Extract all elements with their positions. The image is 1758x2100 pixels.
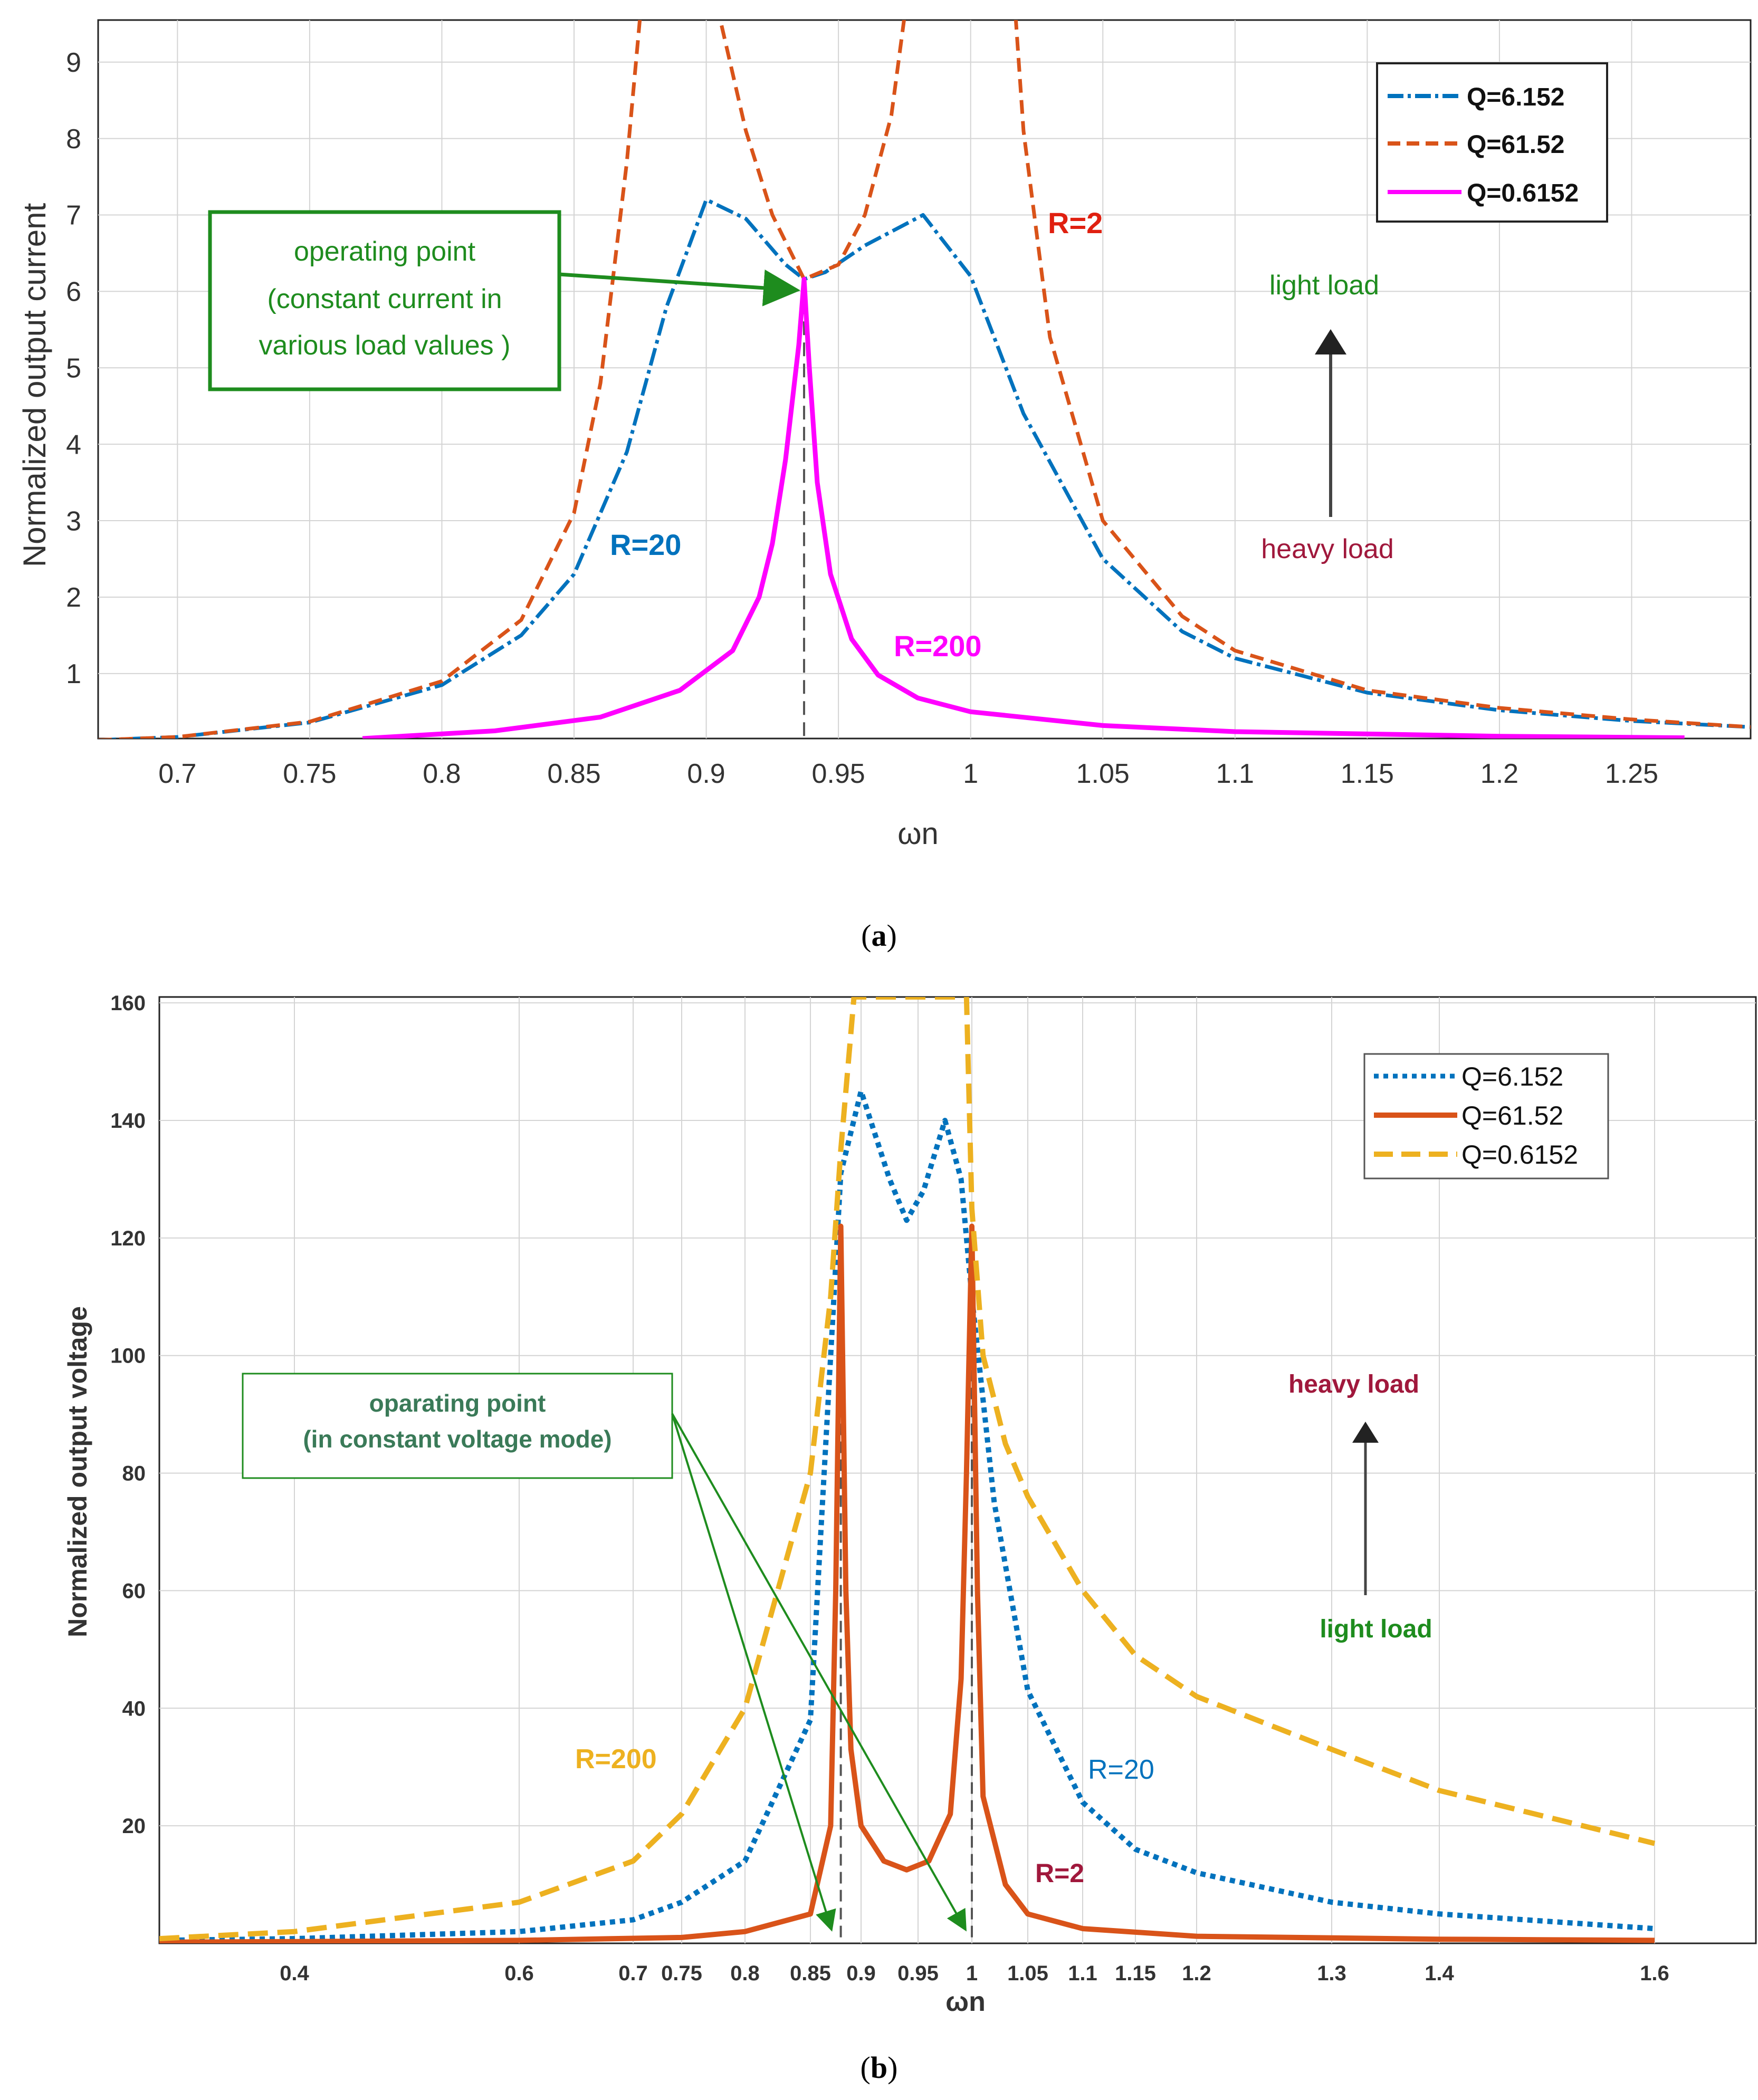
chart-b: 20 40 60 80 100 120 140 160 0.4 0.6 0.7 0.75 0.8 0.8… <box>63 992 1757 2017</box>
b-x-tick-label: 0.9 <box>846 1962 876 1985</box>
b-y-tick-label: 40 <box>122 1697 146 1720</box>
chart-b-legend: Q=6.152 Q=61.52 Q=0.6152 <box>1363 1053 1609 1180</box>
chart-b-op-arrow-1 <box>671 1413 836 1932</box>
a-x-tick-label: 0.8 <box>423 759 461 789</box>
b-x-tick-label: 0.7 <box>618 1962 648 1985</box>
caption-a: (a) <box>861 918 897 953</box>
b-y-tick-label: 20 <box>122 1815 146 1838</box>
chart-b-operating-point-lines <box>839 1226 973 1943</box>
chart-a-series <box>98 20 1751 739</box>
a-y-tick-label: 3 <box>66 506 81 536</box>
chart-a-op-arrow <box>559 269 800 306</box>
chart-a-legend: Q=6.152 Q=61.52 Q=0.6152 <box>1376 62 1608 223</box>
chart-a-x-axis-label: ωn <box>897 817 939 851</box>
b-series-1-line <box>159 1088 1655 1943</box>
chart-b-heavy-load: heavy load <box>1288 1370 1419 1398</box>
chart-b-x-ticks: 0.4 0.6 0.7 0.75 0.8 0.85 0.9 0.95 1 1.05 1.1 1.15 1… <box>280 1962 1669 1985</box>
b-x-tick-label: 1.05 <box>1007 1962 1048 1985</box>
b-y-tick-label: 160 <box>110 992 146 1015</box>
chart-a-op-line2: (constant current in <box>267 284 502 314</box>
chart-a-op-line3: various load values ) <box>259 330 511 361</box>
a-x-tick-label: 0.9 <box>687 759 725 789</box>
chart-a-op-line1: operating point <box>294 236 476 267</box>
a-y-tick-label: 6 <box>66 277 81 308</box>
chart-b-label-r2: R=2 <box>1035 1858 1084 1888</box>
a-x-tick-label: 1.1 <box>1216 759 1254 789</box>
caption-b: (b) <box>860 2050 898 2085</box>
a-x-tick-label: 1.05 <box>1076 759 1130 789</box>
b-x-tick-label: 1.3 <box>1317 1962 1346 1985</box>
a-x-tick-label: 0.7 <box>158 759 196 789</box>
b-x-tick-label: 1.6 <box>1640 1962 1669 1985</box>
a-y-tick-label: 9 <box>66 47 81 78</box>
chart-a-operating-point-annotation: operating point (constant current in var… <box>208 210 800 391</box>
chart-a-legend-q6152: Q=6.152 <box>1467 83 1564 111</box>
b-x-tick-label: 0.8 <box>730 1962 760 1985</box>
chart-b-legend-q06152: Q=0.6152 <box>1461 1140 1578 1169</box>
chart-a: 1 2 3 4 5 6 7 8 9 0.7 0.75 0.8 0.85 0.9 0.95 1 1.05 1.1 1… <box>17 19 1752 851</box>
chart-b-legend-q6152b: Q=61.52 <box>1461 1101 1563 1130</box>
a-y-tick-label: 2 <box>66 582 81 613</box>
b-y-tick-label: 80 <box>122 1462 146 1485</box>
b-x-tick-label: 1.2 <box>1182 1962 1211 1985</box>
chart-b-legend-q6152: Q=6.152 <box>1461 1062 1563 1091</box>
a-x-tick-label: 1.25 <box>1605 759 1658 789</box>
b-y-tick-label: 100 <box>110 1345 146 1368</box>
chart-a-label-r200: R=200 <box>894 629 982 663</box>
chart-b-series <box>159 997 1656 1943</box>
b-series-2-line <box>159 1223 1655 1943</box>
a-series-2-line <box>98 20 1751 739</box>
chart-a-x-ticks: 0.7 0.75 0.8 0.85 0.9 0.95 1 1.05 1.1 1.15 1.2 1.25 <box>158 759 1658 789</box>
chart-a-y-ticks: 1 2 3 4 5 6 7 8 9 <box>66 47 81 689</box>
b-x-tick-label: 0.75 <box>661 1962 702 1985</box>
chart-a-light-load: light load <box>1269 270 1379 301</box>
a-x-tick-label: 0.85 <box>547 759 600 789</box>
chart-a-y-axis-label: Normalized output current <box>17 203 52 568</box>
a-x-tick-label: 0.95 <box>812 759 865 789</box>
chart-a-label-r20: R=20 <box>610 528 681 561</box>
chart-b-x-axis-label: ωn <box>945 1987 986 2017</box>
b-x-tick-label: 1.15 <box>1115 1962 1156 1985</box>
chart-b-op-line2: (in constant voltage mode) <box>303 1425 612 1453</box>
b-x-tick-label: 0.85 <box>790 1962 831 1985</box>
a-y-tick-label: 7 <box>66 200 81 231</box>
b-x-tick-label: 0.95 <box>897 1962 939 1985</box>
chart-b-light-load: light load <box>1320 1615 1432 1643</box>
a-y-tick-label: 5 <box>66 353 81 383</box>
chart-a-legend-q06152: Q=0.6152 <box>1467 179 1579 207</box>
a-x-tick-label: 1.2 <box>1480 759 1518 789</box>
b-y-tick-label: 140 <box>110 1109 146 1133</box>
chart-b-op-arrow-2 <box>671 1413 967 1932</box>
a-y-tick-label: 4 <box>66 429 81 460</box>
a-x-tick-label: 0.75 <box>283 759 336 789</box>
a-y-tick-label: 1 <box>66 659 81 689</box>
b-series-3-line <box>159 997 1656 1942</box>
b-y-tick-label: 60 <box>122 1579 146 1603</box>
b-x-tick-label: 0.4 <box>280 1962 309 1985</box>
a-series-3-line <box>362 276 1685 739</box>
chart-a-legend-q6152b: Q=61.52 <box>1467 131 1564 159</box>
chart-b-label-r200: R=200 <box>575 1744 657 1775</box>
b-x-tick-label: 1.1 <box>1068 1962 1097 1985</box>
chart-a-label-r2: R=2 <box>1048 206 1103 239</box>
a-y-tick-label: 8 <box>66 124 81 155</box>
chart-b-operating-point-annotation: oparating point (in constant voltage mod… <box>242 1373 967 1932</box>
b-x-tick-label: 0.6 <box>504 1962 534 1985</box>
b-x-tick-label: 1.4 <box>1425 1962 1454 1985</box>
b-y-tick-label: 120 <box>110 1227 146 1250</box>
chart-b-y-axis-label: Normalized output voltage <box>63 1306 92 1637</box>
chart-b-y-ticks: 20 40 60 80 100 120 140 160 <box>110 992 146 1838</box>
chart-b-op-line1: oparating point <box>369 1389 546 1417</box>
a-x-tick-label: 1.15 <box>1341 759 1394 789</box>
a-x-tick-label: 1 <box>963 759 978 789</box>
chart-a-heavy-load: heavy load <box>1261 534 1394 564</box>
chart-b-label-r20: R=20 <box>1088 1754 1154 1785</box>
b-x-tick-label: 1 <box>966 1962 978 1985</box>
